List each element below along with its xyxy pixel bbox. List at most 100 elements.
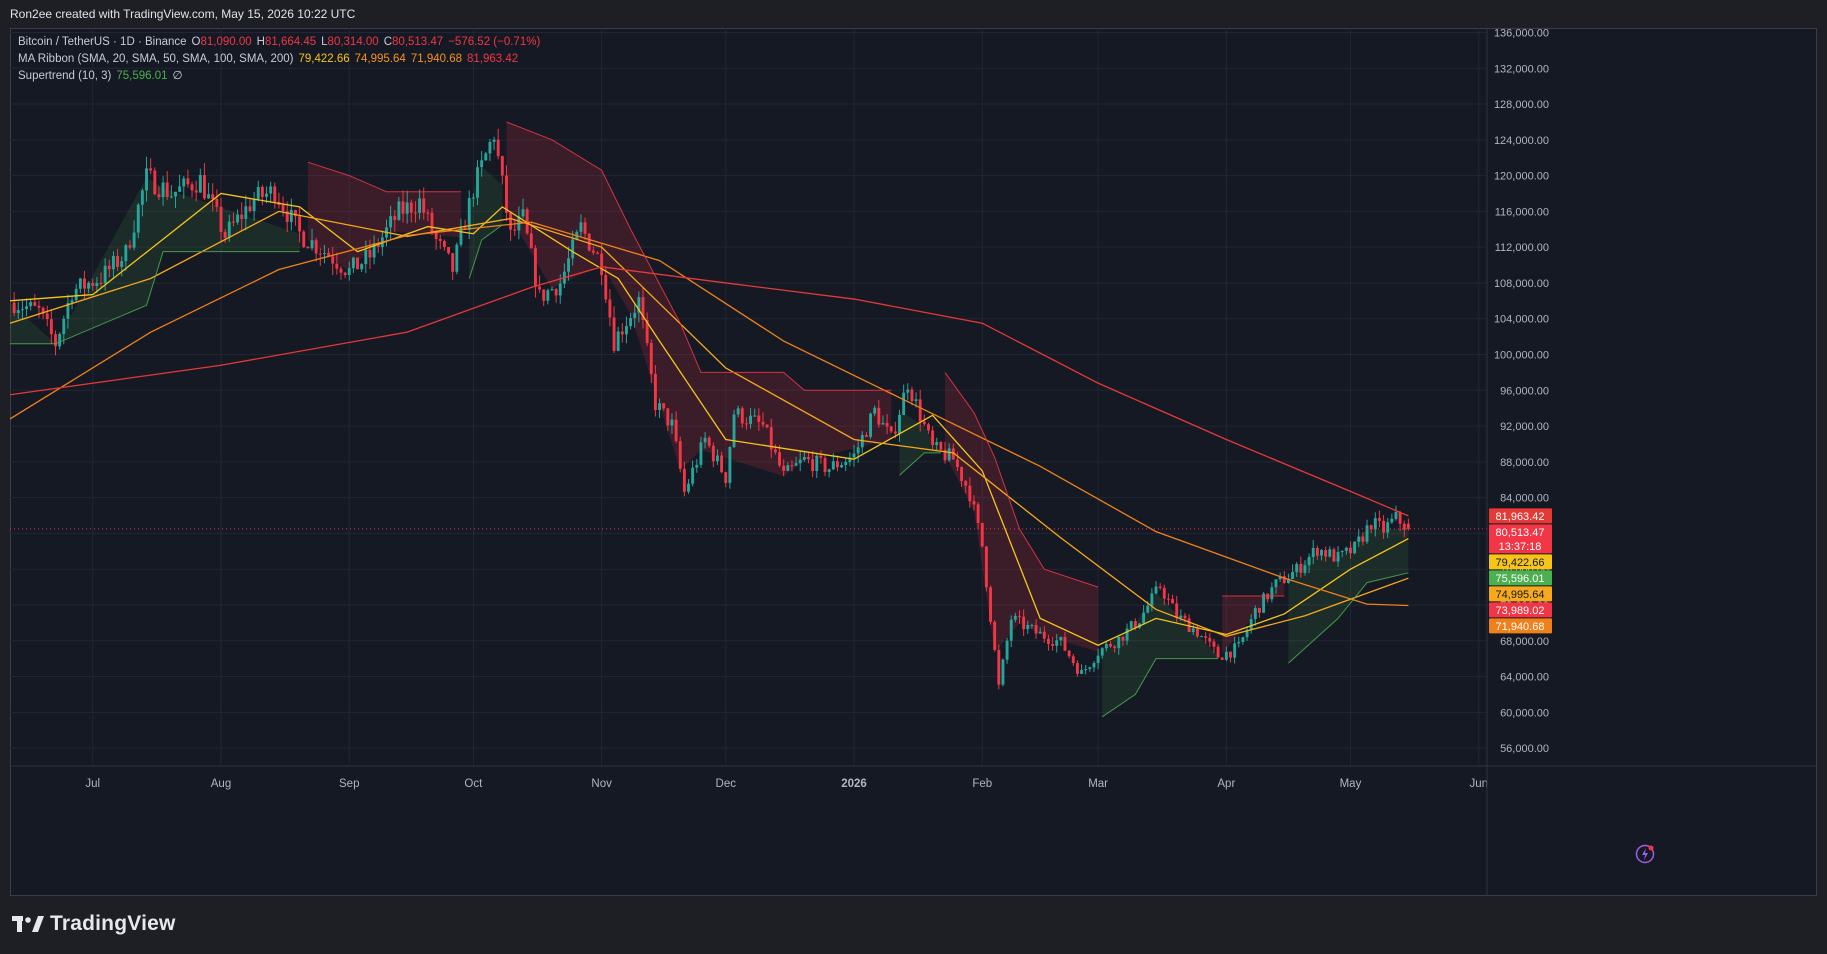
symbol-title[interactable]: Bitcoin / TetherUS · 1D · Binance (18, 36, 187, 48)
candle-body (1063, 636, 1067, 651)
candle-body (600, 253, 604, 275)
candle-body (749, 415, 753, 424)
countdown-text: 13:37:18 (1499, 541, 1542, 553)
candle-body (529, 233, 533, 249)
candle-body (500, 156, 504, 176)
candle-body (1233, 643, 1237, 658)
candle-body (1398, 512, 1402, 524)
y-tick-label: 112,000.00 (1495, 242, 1549, 254)
created-with-text: Ron2ee created with TradingView.com, May… (10, 7, 356, 21)
candle-body (695, 464, 699, 468)
supertrend-up-fill (1288, 528, 1409, 664)
candle-body (49, 319, 53, 335)
candle-body (571, 239, 575, 259)
candle-body (885, 422, 889, 427)
candle-body (1278, 576, 1282, 580)
candle-body (1274, 579, 1278, 588)
candle-body (1071, 656, 1075, 664)
candle-body (124, 245, 128, 262)
candle-body (401, 201, 405, 214)
candle-body (227, 221, 231, 238)
candle-body (74, 288, 78, 301)
legend-ma-row[interactable]: MA Ribbon (SMA, 20, SMA, 50, SMA, 100, S… (18, 51, 540, 68)
high-value: 81,664.45 (264, 36, 317, 48)
candle-body (1258, 608, 1261, 613)
candle-body (807, 456, 810, 460)
candle-body (476, 167, 479, 198)
candle-body (736, 408, 740, 415)
candle-body (298, 216, 302, 232)
candle-body (968, 485, 972, 502)
candle-body (480, 160, 484, 168)
x-tick-label: 2026 (841, 778, 867, 790)
high-label: H (256, 36, 265, 48)
candle-body (1067, 650, 1071, 657)
candle-body (496, 139, 500, 157)
candle-body (836, 461, 839, 468)
x-tick-label: May (1340, 778, 1362, 790)
candle-body (1034, 624, 1038, 634)
candle-body (33, 302, 37, 306)
x-tick-label: Sep (339, 778, 359, 790)
price-label-text: 81,963.42 (1496, 511, 1545, 523)
price-chart[interactable]: 56,000.0060,000.0064,000.0068,000.0072,0… (10, 28, 1817, 896)
candle-body (1299, 563, 1303, 573)
candle-body (347, 268, 351, 276)
sma100-value: 71,940.68 (410, 53, 462, 65)
candle-body (525, 209, 529, 234)
ma-ribbon-title[interactable]: MA Ribbon (SMA, 20, SMA, 50, SMA, 100, S… (18, 53, 294, 65)
x-tick-label: Jul (85, 778, 100, 790)
price-label-bg (1489, 602, 1552, 618)
tradingview-brand[interactable]: TradingView (12, 912, 176, 936)
candle-body (1204, 636, 1208, 638)
supertrend-fills (10, 121, 1409, 717)
candle-body (376, 243, 380, 247)
open-label: O (191, 36, 201, 48)
candle-body (1142, 612, 1146, 624)
candle-body (107, 265, 111, 270)
candle-body (318, 253, 322, 255)
supertrend_up-line (468, 224, 503, 279)
candle-body (951, 448, 955, 460)
candle-body (310, 240, 314, 249)
candle-body (1357, 536, 1361, 542)
candle-body (1320, 549, 1323, 556)
candle-body (45, 313, 49, 320)
candle-body (620, 331, 624, 335)
candle-body (66, 302, 70, 319)
supertrend_up-line (1101, 658, 1219, 718)
candle-body (1249, 619, 1253, 630)
candle-body (645, 320, 649, 343)
legend-supertrend-row[interactable]: Supertrend (10, 3) 75,596.01 ∅ (18, 68, 540, 85)
candle-body (616, 331, 620, 351)
candle-body (902, 392, 906, 415)
candle-body (364, 249, 368, 265)
supertrend-down-fill (307, 162, 461, 272)
candle-body (724, 472, 728, 483)
candle-body (587, 233, 591, 251)
candle-body (1195, 628, 1199, 637)
candle-body (976, 504, 980, 523)
candle-body (260, 186, 264, 197)
candle-body (273, 186, 277, 202)
candle-body (629, 317, 633, 327)
candle-body (831, 461, 835, 470)
candle-body (633, 312, 637, 318)
candle-body (37, 305, 41, 308)
legend-ohlc-row[interactable]: Bitcoin / TetherUS · 1D · Binance O81,09… (18, 34, 540, 51)
candle-body (231, 221, 235, 223)
candle-body (1365, 525, 1369, 542)
y-tick-label: 100,000.00 (1494, 350, 1549, 362)
candle-body (393, 216, 397, 220)
candle-body (1005, 640, 1009, 660)
candle-body (136, 204, 140, 233)
lightning-alert-icon[interactable] (1634, 843, 1656, 870)
supertrend-title[interactable]: Supertrend (10, 3) (18, 70, 112, 82)
y-tick-label: 104,000.00 (1494, 314, 1549, 326)
candle-body (153, 170, 157, 195)
candle-body (670, 419, 674, 426)
candle-body (1369, 525, 1373, 530)
candle-body (960, 466, 964, 482)
candle-body (1059, 636, 1063, 641)
candle-body (128, 245, 132, 248)
